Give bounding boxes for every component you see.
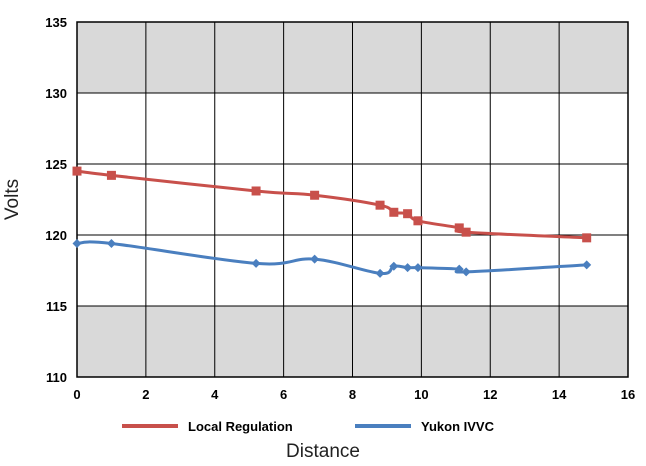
data-point-local-regulation [375, 200, 385, 210]
data-point-yukon-ivvc [106, 239, 116, 249]
x-tick-labels: 0 2 4 6 8 10 12 14 16 [73, 387, 635, 402]
data-point-yukon-ivvc [582, 260, 592, 270]
data-point-local-regulation [582, 233, 592, 243]
x-tick-label: 16 [621, 387, 635, 402]
x-tick-label: 0 [73, 387, 80, 402]
x-tick-label: 8 [349, 387, 356, 402]
y-tick-label: 120 [45, 228, 67, 243]
x-tick-label: 6 [280, 387, 287, 402]
y-tick-label: 135 [45, 15, 67, 30]
data-point-yukon-ivvc [389, 261, 399, 271]
y-tick-labels: 110 115 120 125 130 135 [45, 15, 67, 385]
data-point-local-regulation [106, 170, 116, 180]
data-point-local-regulation [461, 227, 471, 237]
data-point-yukon-ivvc [461, 267, 471, 277]
y-tick-label: 130 [45, 86, 67, 101]
y-tick-label: 125 [45, 157, 67, 172]
series-line-local-regulation [76, 169, 587, 240]
y-tick-label: 115 [46, 299, 67, 314]
data-point-local-regulation [389, 207, 399, 217]
x-tick-label: 10 [414, 387, 428, 402]
plot-border [76, 21, 629, 378]
data-point-local-regulation [403, 209, 413, 219]
y-tick-label: 110 [46, 370, 67, 385]
data-point-local-regulation [454, 223, 464, 233]
legend-label-local-regulation: Local Regulation [188, 419, 293, 434]
x-tick-label: 4 [211, 387, 219, 402]
data-point-local-regulation [72, 166, 82, 176]
series-group [72, 166, 592, 278]
data-point-local-regulation [310, 190, 320, 200]
x-tick-label: 2 [142, 387, 149, 402]
data-point-yukon-ivvc [403, 263, 413, 273]
legend-label-yukon-ivvc: Yukon IVVC [421, 419, 495, 434]
data-point-local-regulation [251, 186, 261, 196]
data-point-local-regulation [413, 216, 423, 226]
x-tick-label: 14 [552, 387, 567, 402]
data-point-yukon-ivvc [454, 264, 464, 274]
data-point-yukon-ivvc [375, 268, 385, 278]
x-tick-label: 12 [483, 387, 497, 402]
data-point-yukon-ivvc [251, 258, 261, 268]
data-point-yukon-ivvc [72, 239, 82, 249]
y-axis-label: Volts [2, 179, 23, 220]
legend: Local Regulation Yukon IVVC [122, 419, 495, 434]
data-point-yukon-ivvc [413, 263, 423, 273]
series-line-yukon-ivvc [76, 240, 587, 275]
x-axis-label: Distance [286, 441, 360, 462]
data-point-yukon-ivvc [310, 254, 320, 264]
